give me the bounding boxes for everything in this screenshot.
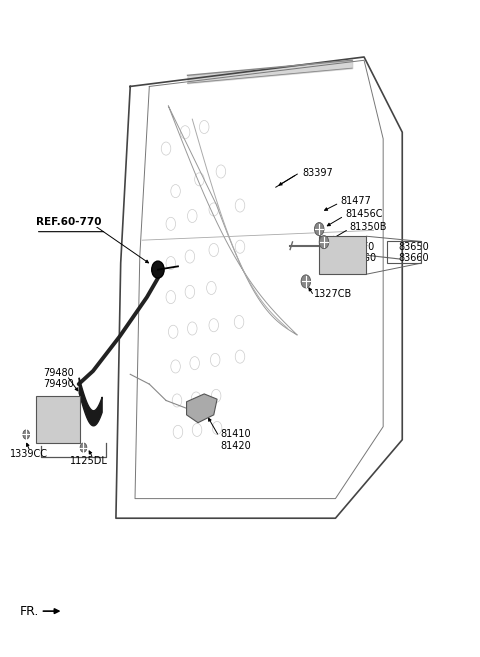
Polygon shape: [187, 394, 217, 422]
Text: REF.60-770: REF.60-770: [36, 217, 101, 227]
Circle shape: [319, 236, 329, 249]
Text: 826G0: 826G0: [344, 253, 376, 263]
Text: 1125DL: 1125DL: [70, 456, 108, 466]
Text: FR.: FR.: [20, 604, 39, 618]
Text: 81456C: 81456C: [345, 209, 383, 219]
Circle shape: [23, 430, 30, 439]
Circle shape: [301, 275, 311, 288]
Text: 81410: 81410: [220, 430, 251, 440]
Text: 826F0: 826F0: [344, 242, 374, 252]
Text: REF.60-770: REF.60-770: [36, 217, 101, 227]
Circle shape: [314, 223, 324, 236]
Bar: [36, 403, 44, 436]
Text: 1339CC: 1339CC: [10, 449, 48, 459]
Text: 81350B: 81350B: [350, 222, 387, 232]
Text: 79480: 79480: [43, 368, 74, 378]
Text: 83397: 83397: [302, 168, 333, 178]
Circle shape: [80, 443, 87, 452]
Text: 83660: 83660: [398, 253, 429, 263]
Text: 81420: 81420: [220, 441, 251, 451]
Bar: [36, 396, 80, 443]
Bar: [319, 237, 366, 274]
Circle shape: [152, 261, 164, 278]
Text: 79490: 79490: [43, 379, 74, 389]
Text: 83650: 83650: [398, 242, 429, 252]
Text: 1327CB: 1327CB: [314, 289, 352, 299]
Text: 81477: 81477: [340, 196, 371, 206]
Bar: [387, 242, 421, 263]
